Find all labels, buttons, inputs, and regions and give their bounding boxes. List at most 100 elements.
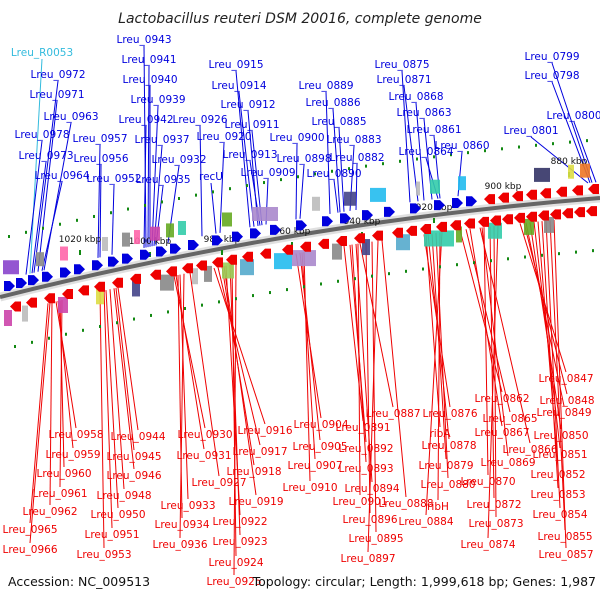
reverse-gene-arrow [336,235,347,246]
cog-box-reverse [4,310,12,327]
reverse-gene-arrow [354,233,365,244]
cog-box-forward [102,236,108,251]
gene-label-reverse: Lreu_0866 [502,444,557,456]
gene-label-forward: Lreu_0801 [503,125,558,137]
gene-label-reverse: Lreu_0916 [237,425,292,437]
gene-label-reverse: Lreu_0867 [474,427,529,439]
forward-gene-arrow [270,224,281,235]
reverse-gene-arrow [436,221,447,232]
minor-tick-outer [450,153,452,157]
gene-label-reverse: ribH [427,501,449,513]
forward-gene-arrow [250,228,261,239]
cog-box-forward [134,230,140,245]
gene-label-forward: Lreu_0889 [298,80,353,92]
label-leader-line [143,125,147,248]
gene-label-reverse: Lreu_0847 [538,373,593,385]
cog-box-forward [370,187,386,202]
label-leader-line [217,267,261,446]
minor-tick-outer [59,222,61,226]
minor-tick-outer [110,211,112,215]
label-leader-line [151,105,159,247]
label-leader-line [303,252,311,482]
forward-gene-arrow [4,281,15,292]
minor-tick-inner [116,321,118,325]
minor-tick-outer [484,149,486,153]
minor-tick-inner [269,291,271,295]
reverse-gene-arrow [372,230,383,241]
cog-box-forward [416,181,420,196]
reverse-gene-arrow [526,189,537,200]
label-leader-line [109,289,125,490]
forward-gene-arrow [384,206,395,217]
label-leader-line [553,219,567,549]
label-leader-line [49,302,53,506]
gene-label-forward: Lreu_0978 [14,129,69,141]
minor-tick-outer [348,167,350,171]
minor-tick-outer [246,184,248,188]
cog-box-forward [150,226,160,241]
label-leader-line [381,240,407,498]
forward-gene-arrow [108,256,119,267]
label-leader-line [111,184,115,255]
reverse-gene-arrow [26,297,37,308]
reverse-gene-arrow [44,293,55,304]
reverse-gene-arrow [562,208,573,219]
reverse-gene-arrow [318,238,329,249]
genome-summary-text: Topology: circular; Length: 1,999,618 bp… [252,574,596,589]
label-leader-line [365,242,371,514]
label-leader-line [573,121,597,183]
scale-tick-label: 1020 kbp [59,235,102,245]
gene-label-reverse: Lreu_0948 [96,490,151,502]
label-leader-line [332,108,341,213]
cog-box-forward [60,246,68,261]
label-leader-line [33,80,59,273]
cog-box-reverse [424,230,454,247]
gene-label-forward: Lreu_R0053 [11,47,73,59]
cog-box-reverse [58,296,68,313]
label-leader-line [238,91,255,227]
forward-gene-arrow [188,240,199,251]
gene-label-reverse: Lreu_0851 [532,449,587,461]
gene-label-reverse: Lreu_0923 [212,536,267,548]
gene-labels: Lreu_R0053Lreu_0972Lreu_0971Lreu_0978Lre… [2,34,600,588]
cog-box-reverse [456,226,462,243]
minor-tick-inner [354,277,356,281]
gene-arrows [4,183,599,312]
gene-label-reverse: Lreu_0892 [338,443,393,455]
gene-label-forward: Lreu_0943 [116,34,171,46]
gene-label-reverse: Lreu_0910 [282,482,337,494]
gene-label-reverse: Lreu_0907 [287,460,342,472]
scale-tick-label: 880 kbp [551,157,588,167]
gene-label-reverse: Lreu_0936 [152,539,207,551]
label-leader-line [147,65,150,248]
reverse-gene-arrow [10,301,21,312]
minor-tick-inner [320,282,322,286]
minor-tick-outer [331,169,333,173]
minor-tick-outer [195,193,197,197]
gene-label-reverse: Lreu_0895 [348,533,403,545]
reverse-gene-arrow [78,285,89,296]
gene-label-forward: Lreu_0871 [376,74,431,86]
label-leader-line [43,122,72,271]
gene-label-forward: Lreu_0875 [374,59,429,71]
forward-gene-arrow [434,200,445,211]
minor-tick-outer [178,196,180,200]
label-leader-line [425,232,443,516]
label-leader-line [189,272,220,477]
gene-label-reverse: Lreu_0850 [533,430,588,442]
label-leader-line [367,240,379,553]
forward-gene-arrow [92,260,103,271]
cog-box-reverse [160,274,174,291]
forward-gene-arrow [340,213,351,224]
label-leader-line [479,227,531,444]
label-leader-line [551,62,593,183]
gene-label-forward: Lreu_0860 [434,140,489,152]
reverse-gene-arrow [514,212,525,223]
gene-label-reverse: Lreu_0879 [418,460,473,472]
gene-label-reverse: Lreu_0894 [344,483,399,495]
minor-tick-outer [365,164,367,168]
minor-tick-inner [252,294,254,298]
gene-label-reverse: Lreu_0849 [536,407,591,419]
gene-label-forward: Lreu_0909 [240,167,295,179]
gene-label-forward: Lreu_0914 [211,80,266,92]
